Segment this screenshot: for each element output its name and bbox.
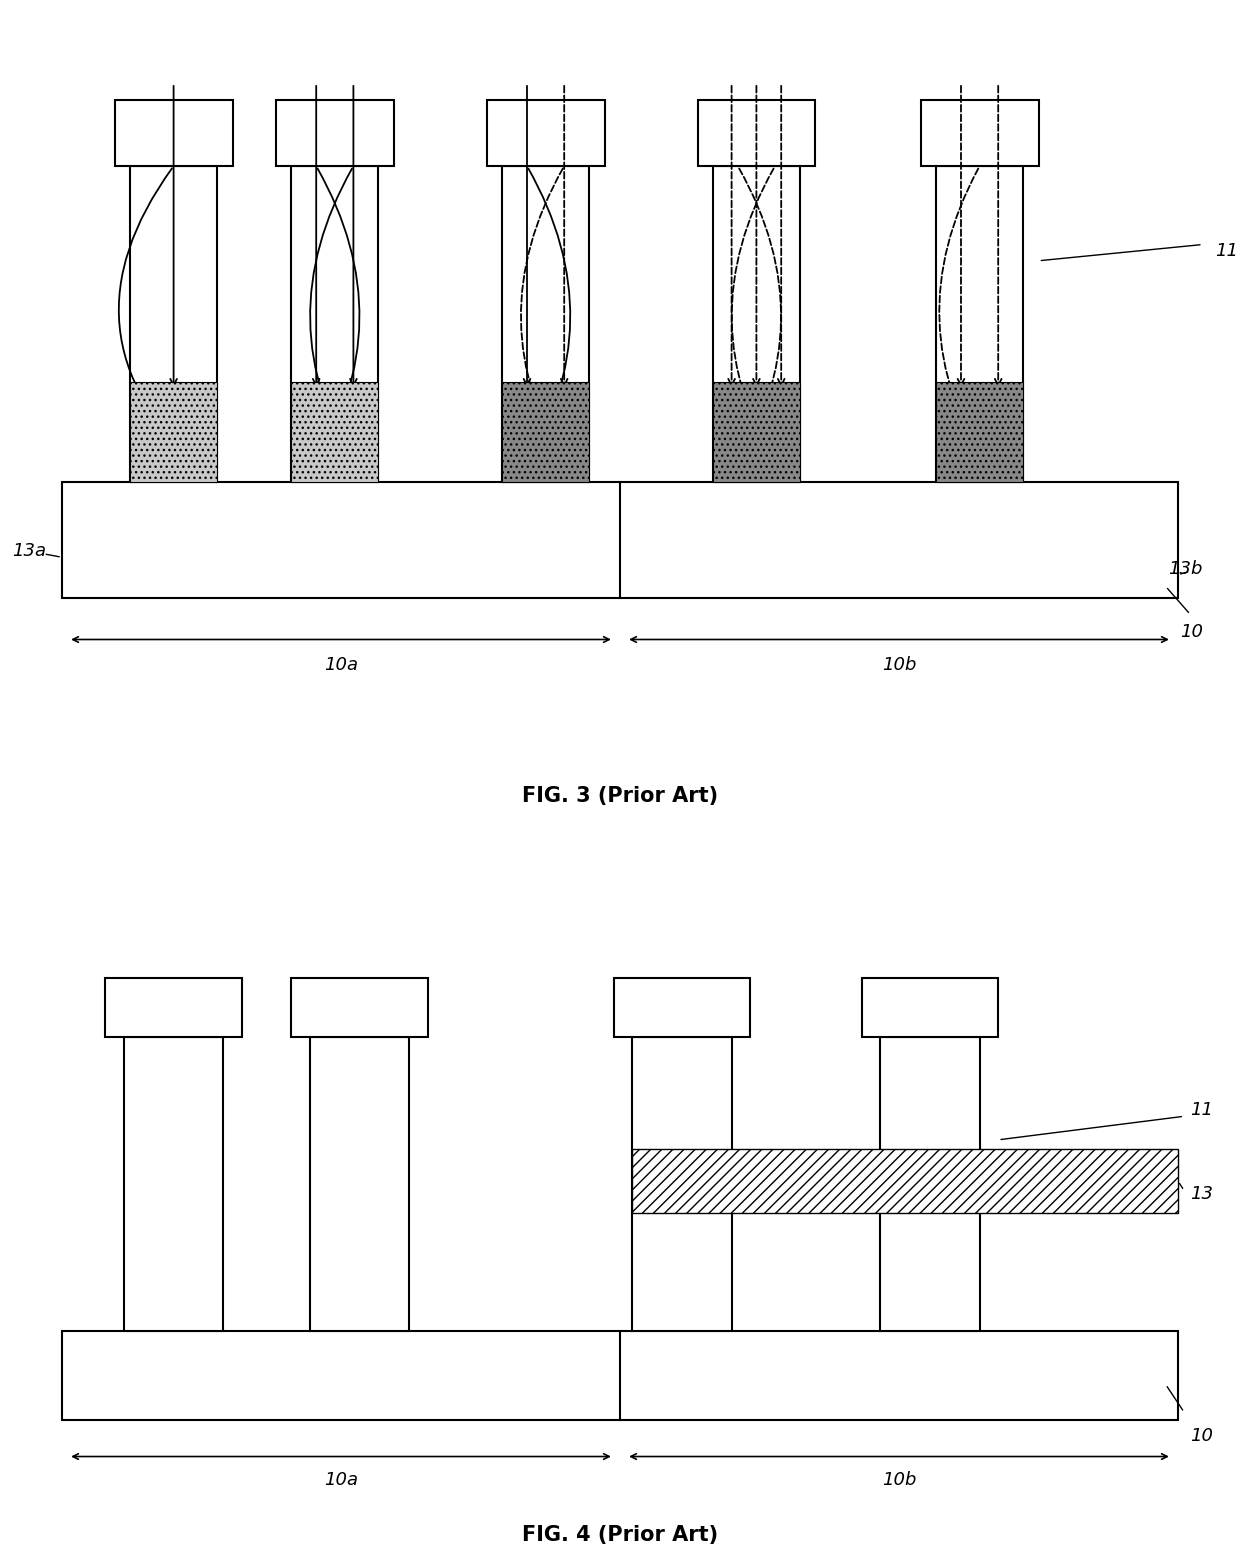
Bar	[130, 166, 217, 481]
Bar	[862, 978, 998, 1037]
Bar	[713, 166, 800, 481]
Bar	[486, 100, 605, 166]
Bar	[614, 978, 750, 1037]
Text: FIG. 3 (Prior Art): FIG. 3 (Prior Art)	[522, 785, 718, 805]
Bar	[277, 100, 394, 166]
Bar	[502, 382, 589, 481]
Bar	[62, 481, 1178, 599]
Bar	[632, 1037, 732, 1332]
Text: 10a: 10a	[324, 657, 358, 674]
Bar	[310, 1037, 409, 1332]
Text: 11: 11	[1190, 1102, 1214, 1119]
Bar	[62, 1332, 1178, 1420]
Text: 10: 10	[1179, 622, 1203, 641]
Text: 13: 13	[1190, 1185, 1214, 1203]
Bar	[920, 100, 1039, 166]
Bar	[105, 978, 242, 1037]
Bar	[697, 100, 816, 166]
Text: 13a: 13a	[12, 542, 46, 561]
Bar	[291, 978, 428, 1037]
Bar	[502, 166, 589, 481]
Bar	[632, 1149, 1178, 1213]
Text: FIG. 4 (Prior Art): FIG. 4 (Prior Art)	[522, 1525, 718, 1545]
Bar	[936, 166, 1023, 481]
Text: 10: 10	[1190, 1428, 1214, 1445]
Bar	[936, 382, 1023, 481]
Text: 10b: 10b	[882, 1471, 916, 1489]
Bar	[130, 382, 217, 481]
Bar	[124, 1037, 223, 1332]
Bar	[880, 1037, 980, 1332]
Bar	[291, 166, 378, 481]
Text: 10a: 10a	[324, 1471, 358, 1489]
Bar	[291, 382, 378, 481]
Bar	[114, 100, 233, 166]
Text: 11: 11	[1215, 241, 1239, 260]
Text: 13b: 13b	[1168, 559, 1203, 578]
Text: 10b: 10b	[882, 657, 916, 674]
Bar	[713, 382, 800, 481]
